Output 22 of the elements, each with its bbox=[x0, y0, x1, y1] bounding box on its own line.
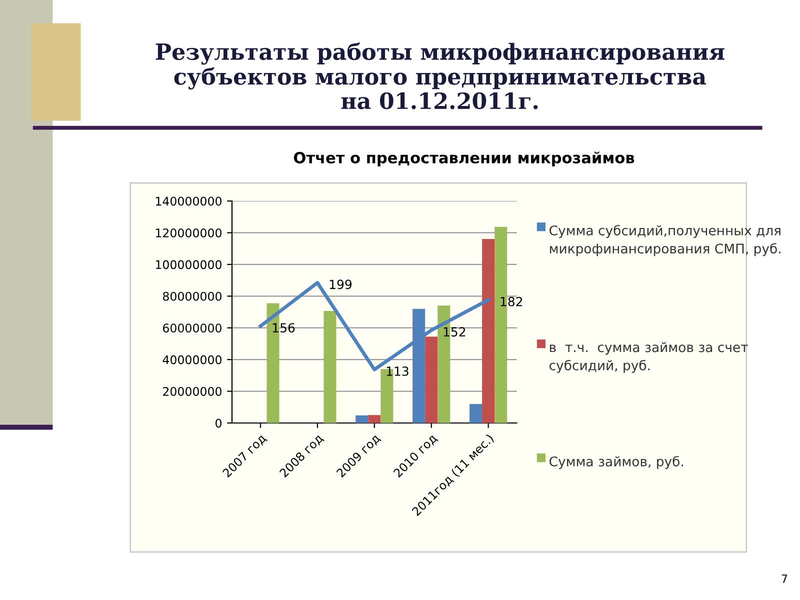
bar bbox=[425, 336, 438, 423]
y-tick-label: 0 bbox=[216, 418, 222, 428]
text: 7 bbox=[782, 574, 788, 583]
y-tick-label: 140000000 bbox=[156, 196, 222, 206]
chart-subtitle: Отчет о предоставлении микрозаймов bbox=[294, 152, 634, 166]
y-tick-label: 100000000 bbox=[156, 260, 222, 270]
bar bbox=[324, 311, 336, 423]
bar bbox=[482, 239, 495, 423]
legend-label: Сумма субсидий,полученных для микрофинансирования СМП, руб. bbox=[550, 225, 780, 256]
bar bbox=[368, 415, 381, 423]
y-tick-label: 120000000 bbox=[156, 228, 222, 238]
bar bbox=[470, 404, 482, 423]
legend-label: в т.ч. сумма займов за счет субсидий, руб. bbox=[550, 342, 748, 373]
chart-title: Результаты работы микрофинансирования субъектов малого предпринимательства на 01.12.2011г. bbox=[156, 42, 724, 110]
y-tick-label: 80000000 bbox=[162, 292, 222, 301]
data-label: 156 bbox=[272, 323, 295, 333]
y-tick-label: 20000000 bbox=[163, 387, 222, 396]
data-label: 199 bbox=[330, 280, 352, 290]
y-tick-label: 60000000 bbox=[163, 324, 222, 333]
y-tick-label: 40000000 bbox=[162, 355, 222, 364]
bar bbox=[356, 415, 368, 423]
legend-label: Сумма займов, руб. bbox=[550, 456, 683, 469]
